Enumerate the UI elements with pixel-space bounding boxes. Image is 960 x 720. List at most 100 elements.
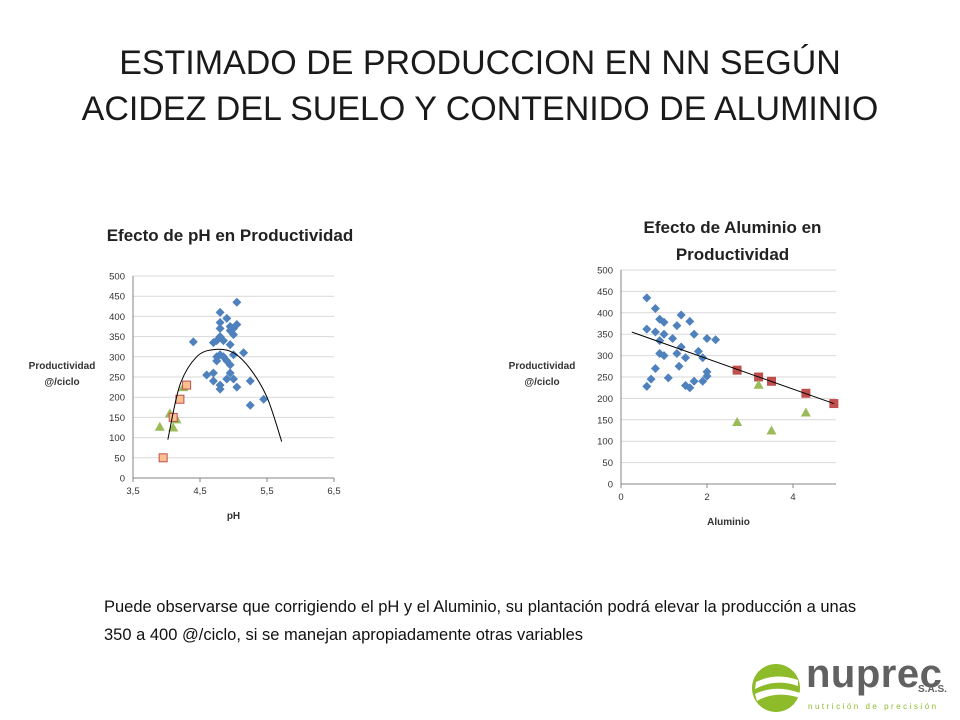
al-triangle-point — [800, 407, 811, 417]
al-diamond-point — [659, 317, 669, 327]
al-diamond-point — [646, 374, 656, 384]
ph-x-tick-label: 5,5 — [260, 486, 273, 497]
ph-diamond-point — [245, 376, 255, 386]
al-y-tick-label: 150 — [597, 415, 613, 426]
al-diamond-point — [642, 381, 652, 391]
ph-triangle-point — [154, 421, 165, 431]
al-diamond-point — [681, 353, 690, 363]
ph-diamond-point — [232, 297, 242, 307]
aluminum-chart-title-line-1: Efecto de Aluminio en — [643, 218, 822, 237]
al-diamond-point — [693, 346, 703, 356]
al-diamond-point — [698, 353, 708, 363]
ph-x-tick-label: 3,5 — [126, 486, 139, 497]
al-diamond-point — [685, 383, 695, 393]
ph-diamond-point — [222, 374, 232, 384]
al-diamond-point — [642, 324, 652, 334]
al-diamond-point — [685, 316, 695, 326]
slide-title-line-2: ACIDEZ DEL SUELO Y CONTENIDO DE ALUMINIO — [81, 90, 879, 128]
nuprec-logo-icon — [752, 664, 800, 712]
al-diamond-point — [676, 310, 686, 320]
ph-productivity-chart: 0 50 100 150 200 250 300 350 400 450 500 3,5 4,5 5,5 6… — [29, 272, 341, 523]
ph-diamond-point — [215, 384, 225, 394]
ph-diamond-point — [225, 360, 235, 370]
ph-diamond-point — [259, 394, 269, 404]
ph-diamond-point — [222, 313, 232, 323]
ph-diamond-point — [215, 307, 225, 317]
al-diamond-point — [674, 361, 684, 371]
ph-x-axis-label: pH — [227, 511, 240, 522]
al-y-tick-label: 0 — [608, 480, 613, 491]
al-diamond-point — [676, 342, 686, 352]
al-square-point — [732, 365, 742, 375]
ph-y-tick-label: 50 — [114, 453, 125, 464]
al-diamond-point — [689, 329, 699, 339]
al-diamond-point — [672, 321, 682, 331]
al-diamond-point — [702, 371, 712, 381]
ph-y-tick-label: 250 — [109, 373, 125, 384]
al-x-tick-label: 0 — [618, 492, 623, 503]
al-y-tick-label: 50 — [602, 458, 613, 469]
ph-y-tick-label: 0 — [120, 474, 125, 485]
ph-diamond-point — [229, 330, 238, 340]
al-x-tick-label: 2 — [704, 492, 709, 503]
logo-wordmark: nuprec — [806, 652, 943, 696]
ph-y-tick-label: 500 — [109, 272, 125, 283]
ph-y-axis-label-unit: @/ciclo — [44, 377, 79, 388]
ph-y-tick-label: 200 — [109, 393, 125, 404]
ph-square-point — [182, 380, 192, 390]
caption-text: Puede observarse que corrigiendo el pH y… — [104, 598, 857, 644]
al-diamond-point — [711, 335, 721, 345]
slide-title: ESTIMADO DE PRODUCCION EN NN SEGÚN ACIDE… — [40, 40, 920, 132]
nuprec-logo: nuprec S.A.S. nutrición de precisión — [748, 652, 960, 720]
al-diamond-point — [650, 327, 660, 337]
ph-diamond-point — [232, 319, 242, 329]
al-diamond-point — [698, 376, 708, 386]
al-diamond-point — [655, 348, 665, 358]
al-triangle-point — [732, 416, 743, 426]
al-y-tick-label: 500 — [597, 266, 613, 277]
al-diamond-point — [650, 304, 660, 314]
slide-title-line-1: ESTIMADO DE PRODUCCION EN NN SEGÚN — [119, 44, 841, 82]
ph-diamond-point — [188, 337, 198, 347]
ph-diamond-point — [239, 348, 249, 358]
ph-y-axis-label: Productividad — [29, 361, 96, 372]
al-triangle-point — [753, 379, 764, 389]
al-diamond-point — [659, 329, 669, 339]
al-trendline — [631, 331, 835, 405]
ph-diamond-point — [245, 400, 255, 410]
ph-diamond-point — [225, 340, 235, 350]
ph-y-tick-label: 300 — [109, 352, 125, 363]
ph-y-tick-label: 400 — [109, 312, 125, 323]
ph-diamond-point — [202, 370, 212, 380]
al-diamond-point — [655, 336, 665, 346]
aluminum-chart-title: Efecto de Aluminio en Productividad — [560, 214, 905, 268]
ph-chart-title: Efecto de pH en Productividad — [106, 226, 354, 245]
al-diamond-point — [663, 373, 673, 383]
al-x-tick-label: 4 — [790, 492, 795, 503]
al-diamond-point — [672, 348, 682, 358]
logo-tagline: nutrición de precisión — [808, 702, 939, 711]
ph-diamond-point — [229, 350, 238, 360]
al-diamond-point — [650, 363, 660, 373]
al-diamond-point — [702, 333, 712, 343]
al-diamond-point — [668, 333, 678, 343]
ph-y-tick-label: 150 — [109, 413, 125, 424]
ph-y-tick-label: 450 — [109, 292, 125, 303]
al-y-tick-label: 250 — [597, 373, 613, 384]
al-y-tick-label: 450 — [597, 287, 613, 298]
ph-diamond-point — [218, 336, 228, 346]
al-y-tick-label: 100 — [597, 437, 613, 448]
al-y-tick-label: 400 — [597, 308, 613, 319]
ph-diamond-point — [232, 382, 242, 392]
ph-square-point — [158, 453, 168, 463]
al-diamond-point — [689, 376, 699, 386]
aluminum-chart-title-line-2: Productividad — [675, 245, 790, 264]
ph-diamond-point — [215, 317, 225, 327]
ph-y-tick-label: 350 — [109, 332, 125, 343]
ph-diamond-point — [215, 324, 225, 334]
ph-diamond-point — [225, 368, 235, 378]
ph-diamond-point — [208, 376, 218, 386]
al-y-axis-label: Productividad — [509, 361, 576, 372]
al-diamond-point — [655, 314, 665, 324]
aluminum-productivity-chart: 0 50 100 150 200 250 300 350 400 450 500 0 2 4 Alumini… — [509, 266, 839, 528]
